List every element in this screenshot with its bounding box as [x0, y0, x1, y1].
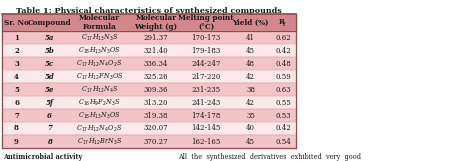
Text: Melting point
(°C): Melting point (°C) [178, 14, 234, 31]
Text: 3: 3 [14, 60, 19, 67]
Text: 0.53: 0.53 [275, 112, 291, 119]
Text: 45: 45 [246, 137, 255, 146]
Text: C$_{17}$H$_{12}$N$_{4}$O$_{2}$S: C$_{17}$H$_{12}$N$_{4}$O$_{2}$S [76, 123, 122, 134]
Text: Molecular
Formula: Molecular Formula [79, 14, 120, 31]
Text: C$_{17}$H$_{12}$N$_{4}$O$_{2}$S: C$_{17}$H$_{12}$N$_{4}$O$_{2}$S [76, 58, 122, 69]
Text: 241-243: 241-243 [191, 99, 221, 106]
Text: Antimicrobial activity: Antimicrobial activity [3, 153, 82, 161]
Text: 0.62: 0.62 [275, 33, 291, 42]
Text: 244-247: 244-247 [191, 60, 221, 67]
Text: 0.48: 0.48 [275, 60, 291, 67]
Text: 142-145: 142-145 [191, 124, 221, 133]
Text: 320.07: 320.07 [144, 124, 168, 133]
Text: 9: 9 [14, 137, 19, 146]
Text: Yield (%): Yield (%) [232, 19, 269, 27]
Text: 5a: 5a [45, 33, 55, 42]
Bar [2, 96, 296, 109]
Bar [2, 83, 296, 96]
Text: 336.34: 336.34 [144, 60, 168, 67]
Text: 5f: 5f [46, 99, 54, 106]
Text: C$_{17}$H$_{12}$N$_{4}$S: C$_{17}$H$_{12}$N$_{4}$S [81, 84, 118, 95]
Text: 5c: 5c [45, 60, 54, 67]
Text: Table 1: Physical characteristics of synthesized compounds: Table 1: Physical characteristics of syn… [16, 7, 282, 15]
Text: 291.37: 291.37 [144, 33, 168, 42]
Text: 0.42: 0.42 [275, 47, 291, 55]
Bar [2, 31, 296, 44]
Bar [2, 44, 296, 57]
Bar [2, 70, 296, 83]
Text: 7: 7 [47, 124, 52, 133]
Text: 0.63: 0.63 [275, 85, 291, 94]
Bar [2, 109, 296, 122]
Text: 5e: 5e [45, 85, 55, 94]
Text: f: f [283, 22, 285, 27]
Text: 319.38: 319.38 [144, 112, 168, 119]
Text: 48: 48 [246, 60, 255, 67]
Text: 42: 42 [246, 99, 255, 106]
Text: 309.36: 309.36 [144, 85, 168, 94]
Text: R: R [278, 18, 284, 26]
Text: 8: 8 [14, 124, 19, 133]
Text: 179-183: 179-183 [191, 47, 221, 55]
Text: 40: 40 [246, 124, 255, 133]
Text: Compound: Compound [27, 19, 72, 27]
Text: 170-173: 170-173 [191, 33, 221, 42]
Text: 0.42: 0.42 [275, 124, 291, 133]
Text: 370.27: 370.27 [144, 137, 168, 146]
Text: Sr. No: Sr. No [4, 19, 29, 27]
Text: 0.59: 0.59 [275, 72, 291, 80]
Text: C$_{16}$H$_{9}$F$_{2}$N$_{3}$S: C$_{16}$H$_{9}$F$_{2}$N$_{3}$S [78, 97, 121, 108]
Text: C$_{17}$H$_{12}$FN$_{3}$OS: C$_{17}$H$_{12}$FN$_{3}$OS [75, 71, 123, 82]
Text: C$_{17}$H$_{13}$N$_{3}$S: C$_{17}$H$_{13}$N$_{3}$S [81, 32, 118, 43]
Bar [2, 14, 296, 31]
Text: 174-178: 174-178 [191, 112, 221, 119]
Text: 41: 41 [246, 33, 255, 42]
Text: 5d: 5d [45, 72, 55, 80]
Text: 313.20: 313.20 [144, 99, 168, 106]
Text: 321.40: 321.40 [144, 47, 168, 55]
Text: 45: 45 [246, 47, 255, 55]
Text: 38: 38 [246, 85, 255, 94]
Bar [2, 57, 296, 70]
Text: 5b: 5b [45, 47, 55, 55]
Text: 217-220: 217-220 [191, 72, 221, 80]
Text: 231-235: 231-235 [191, 85, 221, 94]
Text: 325.26: 325.26 [144, 72, 168, 80]
Text: 6: 6 [14, 99, 19, 106]
Text: All  the  synthesized  derivatives  exhibited  very  good: All the synthesized derivatives exhibite… [178, 153, 361, 161]
Text: 0.54: 0.54 [275, 137, 291, 146]
Text: Molecular
Weight (g): Molecular Weight (g) [134, 14, 177, 31]
Text: 5: 5 [14, 85, 19, 94]
Text: 4: 4 [14, 72, 19, 80]
Bar [2, 122, 296, 135]
Text: 35: 35 [246, 112, 255, 119]
Text: 8: 8 [47, 137, 52, 146]
Text: 7: 7 [14, 112, 19, 119]
Text: 2: 2 [14, 47, 19, 55]
Text: 6: 6 [47, 112, 52, 119]
Text: C$_{18}$H$_{13}$N$_{3}$OS: C$_{18}$H$_{13}$N$_{3}$OS [78, 110, 121, 121]
Text: C$_{18}$H$_{13}$N$_{3}$OS: C$_{18}$H$_{13}$N$_{3}$OS [78, 45, 121, 56]
Text: 0.55: 0.55 [275, 99, 291, 106]
Text: 162-165: 162-165 [191, 137, 221, 146]
Text: 1: 1 [14, 33, 19, 42]
Bar [2, 135, 296, 148]
Text: C$_{17}$H$_{12}$BrN$_{3}$S: C$_{17}$H$_{12}$BrN$_{3}$S [77, 136, 122, 147]
Text: 42: 42 [246, 72, 255, 80]
